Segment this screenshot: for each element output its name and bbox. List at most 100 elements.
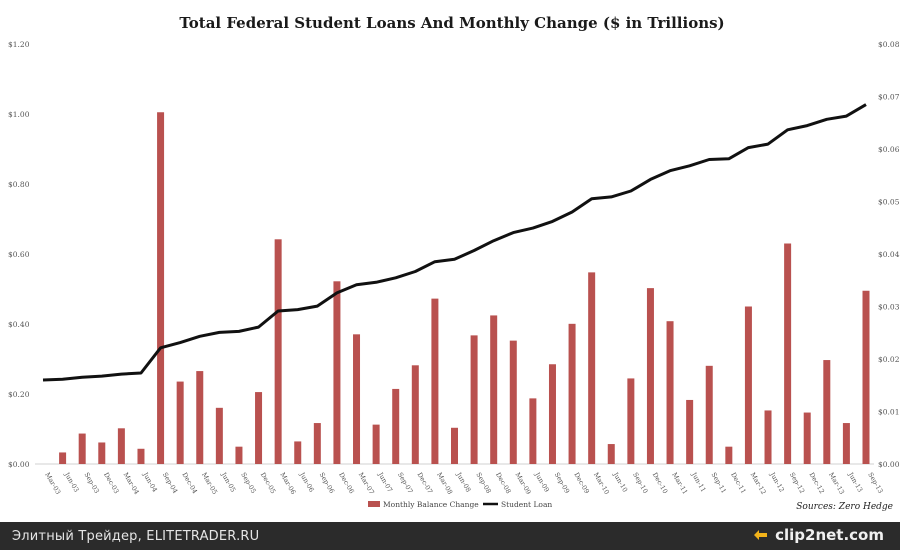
bar [294,441,302,464]
x-tick-label: Jun-12 [768,470,786,493]
x-tick-label: Sep-05 [239,471,257,495]
x-tick-label: Dec-07 [416,471,435,495]
x-tick-label: Jun-06 [298,470,316,493]
x-tick-label: Sep-07 [396,471,414,495]
bar [803,412,811,464]
x-tick-label: Mar-12 [749,471,768,496]
bar [59,452,67,464]
bar [117,428,125,464]
bar [509,340,517,464]
x-tick-label: Dec-06 [337,471,356,495]
source-note: Sources: Zero Hedge [796,502,893,512]
bar [215,407,223,464]
y-right-tick-label: $0.03 [878,303,900,312]
x-tick-label: Mar-05 [200,471,219,496]
x-tick-label: Dec-05 [259,471,278,495]
x-tick-label: Dec-10 [651,471,670,495]
student-loan-line [42,103,867,382]
x-tick-label: Dec-03 [102,471,121,495]
clip2net-brand-text: clip2net.com [775,526,884,544]
x-tick-label: Sep-13 [866,471,884,495]
clip2net-brand[interactable]: clip2net.com [752,526,884,544]
bar [568,323,576,464]
legend: Monthly Balance Change Student Loan [368,500,552,509]
bar [548,364,556,464]
bar [78,433,86,464]
x-tick-label: Jun-07 [376,470,394,493]
x-tick-label: Sep-04 [161,471,179,495]
y-right-tick-label: $0.01 [878,408,899,417]
y-right-tick-label: $0.07 [878,93,900,102]
bar [353,334,361,464]
x-tick-label: Mar-04 [122,471,141,496]
x-tick-label: Jun-08 [454,470,472,493]
y-left-tick-label: $0.60 [8,250,30,259]
x-tick-label: Jun-05 [219,470,237,493]
y-right-tick-label: $0.08 [878,40,900,49]
y-right-tick-label: $0.06 [878,145,900,154]
y-left-tick-label: $0.80 [8,180,30,189]
x-tick-label: Jun-13 [846,470,864,493]
bar [313,423,321,464]
y-axis-left: $0.00 $0.20 $0.40 $0.60 $0.80 $1.00 $1.20 [8,40,30,469]
y-right-tick-label: $0.00 [878,460,900,469]
x-tick-label: Mar-13 [827,471,846,496]
x-axis: Mar-03 Jun-03 Sep-03 Dec-03 Mar-04 Jun-04 Sep-… [43,470,884,496]
y-right-tick-label: $0.04 [878,250,900,259]
x-tick-label: Jun-09 [533,470,551,493]
bar [333,281,341,464]
legend-swatch-bar [368,501,380,507]
x-tick-label: Sep-08 [474,471,492,495]
bar [666,321,674,464]
y-axis-right: $0.00 $0.01 $0.02 $0.03 $0.04 $0.05 $0.06 $0.07… [878,40,900,469]
footer-site-text: Элитный Трейдер, ELITETRADER.RU [12,529,260,544]
bar [255,392,263,464]
bar [157,112,165,464]
legend-label-bar: Monthly Balance Change [383,500,479,509]
line-series [42,103,867,382]
x-tick-label: Sep-09 [553,471,571,495]
bar [392,388,400,464]
x-tick-label: Sep-03 [82,471,100,495]
y-left-tick-label: $1.00 [8,110,30,119]
bar [529,398,537,464]
bar [784,243,792,464]
y-right-tick-label: $0.02 [878,355,900,364]
x-tick-label: Mar-06 [278,471,297,496]
chart-frame: Total Federal Student Loans And Monthly … [8,14,900,512]
bar [411,365,419,464]
clip2net-logo-icon [752,526,770,544]
y-right-tick-label: $0.05 [878,198,900,207]
x-tick-label: Mar-08 [435,471,454,496]
bar [607,444,615,464]
bar [137,448,145,464]
x-tick-label: Dec-09 [572,471,591,495]
bar [98,442,106,464]
x-tick-label: Mar-09 [514,471,533,496]
bar [431,298,439,464]
x-tick-label: Sep-10 [631,471,649,495]
x-tick-label: Mar-07 [357,471,376,496]
x-tick-label: Dec-04 [180,471,199,495]
bar [725,446,733,464]
bar [823,360,831,464]
bar [372,424,380,464]
bar [196,371,204,464]
bar [176,381,184,464]
x-tick-label: Jun-10 [611,470,629,493]
bar [764,410,772,464]
x-tick-label: Dec-08 [494,471,513,495]
x-tick-label: Mar-03 [43,471,62,496]
bar [235,446,243,464]
x-tick-label: Jun-04 [141,470,159,493]
x-tick-label: Dec-12 [807,471,826,495]
x-tick-label: Sep-06 [318,471,336,495]
bar [451,427,458,464]
x-tick-label: Mar-10 [592,471,611,496]
x-tick-label: Dec-11 [729,471,748,495]
x-tick-label: Jun-11 [689,470,707,493]
y-left-tick-label: $1.20 [8,40,30,49]
footer-bar: Элитный Трейдер, ELITETRADER.RU clip2net… [0,522,900,550]
x-tick-label: Sep-11 [710,471,728,495]
x-tick-label: Sep-12 [788,471,806,495]
